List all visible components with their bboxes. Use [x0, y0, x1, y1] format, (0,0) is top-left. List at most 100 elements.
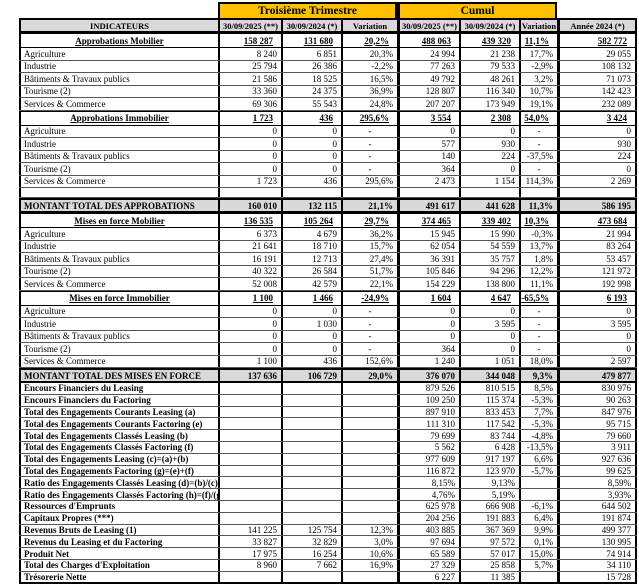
- fin-row: Revenus Bruts de Leasing (1) 141 225 125 7…: [19, 524, 637, 537]
- cell-cum-2024: 666 908: [459, 500, 519, 512]
- cell-cum-2024: 15 990: [459, 228, 519, 240]
- cell-cum-2025: 403 885: [397, 524, 459, 536]
- cell-q3-2025: 8 960: [218, 559, 281, 571]
- cell-q3-2024: 132 115: [281, 200, 341, 211]
- cell-cum-2024: 1 051: [459, 355, 519, 367]
- cell-annee-2024: 0: [557, 163, 637, 175]
- cell-annee-2024: 121 972: [557, 265, 637, 277]
- cell-cum-2024: 115 374: [459, 394, 519, 406]
- item-row: Services & Commerce 69 306 55 543 24,8% 207 …: [19, 98, 637, 111]
- cell-q3-2025: 0: [218, 330, 281, 342]
- cell-cum-2025: 62 054: [397, 240, 459, 252]
- cell-cum-2024: 0: [459, 343, 519, 355]
- cell-cum-2025: 374 465: [397, 214, 459, 227]
- cell-cum-2025: 140: [397, 150, 459, 162]
- cell-cum-variation: 3,2%: [519, 73, 557, 85]
- cell-q3-2025: 33 827: [218, 536, 281, 548]
- cell-cum-2024: 116 340: [459, 85, 519, 97]
- cell-cum-2024: 0: [459, 125, 519, 137]
- cell-q3-variation: [341, 500, 397, 512]
- cell-cum-variation: 114,3%: [519, 175, 557, 187]
- row-label: Total des Engagements Leasing (c)=(a)+(b…: [19, 453, 218, 465]
- cell-cum-2025: 36 391: [397, 253, 459, 265]
- cell-cum-variation: -: [519, 330, 557, 342]
- row-label: Services & Commerce: [19, 98, 218, 110]
- cell-q3-2024: [281, 441, 341, 453]
- cell-cum-2025: 577: [397, 138, 459, 150]
- cell-q3-2025: 0: [218, 150, 281, 162]
- cell-annee-2024: 130 995: [557, 536, 637, 548]
- cell-cum-variation: 8,5%: [519, 383, 557, 394]
- cell-q3-2025: 69 306: [218, 98, 281, 110]
- item-row: Services & Commerce 52 008 42 579 22,1% 154 …: [19, 278, 637, 291]
- row-label: Services & Commerce: [19, 175, 218, 187]
- cell-cum-2024: 173 949: [459, 98, 519, 110]
- cell-cum-2024: 441 628: [459, 200, 519, 211]
- cell-cum-variation: 6,4%: [519, 512, 557, 524]
- cell-cum-2025: 15 945: [397, 228, 459, 240]
- cell-q3-2025: 0: [218, 318, 281, 330]
- cell-cum-2025: [397, 188, 459, 197]
- cell-cum-variation: 13,7%: [519, 240, 557, 252]
- cell-q3-2024: 0: [281, 330, 341, 342]
- fin-row: Total des Engagements Courants Factoring…: [19, 418, 637, 431]
- cell-cum-2024: 191 883: [459, 512, 519, 524]
- cell-cum-2024: 3 595: [459, 318, 519, 330]
- total-row: MONTANT TOTAL DES APPROBATIONS 160 010 132…: [19, 198, 637, 213]
- cell-q3-2024: 0: [281, 343, 341, 355]
- cell-q3-variation: [341, 477, 397, 489]
- cell-q3-2024: [281, 430, 341, 441]
- cell-q3-2024: 18 710: [281, 240, 341, 252]
- fin-row: Ratio des Engagements Classés Leasing (d…: [19, 477, 637, 490]
- row-label: Encours Financiers du Leasing: [19, 383, 218, 394]
- cell-q3-2025: 1 100: [218, 355, 281, 367]
- cell-q3-variation: 27,4%: [341, 253, 397, 265]
- row-label: Bâtiments & Travaux publics: [19, 73, 218, 85]
- cell-cum-2024: 54 559: [459, 240, 519, 252]
- cell-cum-variation: -65,5%: [519, 291, 557, 305]
- cell-cum-variation: [519, 188, 557, 197]
- cell-cum-variation: 5,7%: [519, 559, 557, 571]
- cell-q3-variation: 15,7%: [341, 240, 397, 252]
- cell-q3-variation: 36,2%: [341, 228, 397, 240]
- cell-q3-2025: 0: [218, 163, 281, 175]
- column-header-q3-variation: Variation: [341, 20, 397, 31]
- cell-cum-2025: 977 609: [397, 453, 459, 465]
- cell-cum-variation: -: [519, 305, 557, 317]
- cell-q3-variation: [341, 465, 397, 477]
- item-row: Bâtiments & Travaux publics 16 191 12 713 2…: [19, 253, 637, 266]
- cell-q3-2024: 16 254: [281, 548, 341, 559]
- item-row: Agriculture 0 0-0 0-0: [19, 125, 637, 138]
- cell-cum-2024: 25 858: [459, 559, 519, 571]
- cell-q3-2025: [218, 441, 281, 453]
- row-label: Produit Net: [19, 548, 218, 559]
- cell-q3-variation: -24,9%: [341, 291, 397, 305]
- cell-cum-2024: 367 369: [459, 524, 519, 536]
- cell-q3-2025: 158 287: [218, 34, 281, 47]
- cell-q3-2025: 21 586: [218, 73, 281, 85]
- cell-cum-variation: -5,3%: [519, 394, 557, 406]
- cell-cum-2025: 24 994: [397, 48, 459, 60]
- cell-cum-2025: 3 554: [397, 111, 459, 125]
- cell-q3-variation: [341, 430, 397, 441]
- cell-annee-2024: 3,93%: [557, 489, 637, 500]
- item-row: Industrie 21 641 18 710 15,7% 62 054 54 559 13…: [19, 240, 637, 253]
- row-label: Agriculture: [19, 228, 218, 240]
- cell-q3-2025: [218, 512, 281, 524]
- cell-q3-2024: 26 584: [281, 265, 341, 277]
- cell-q3-variation: -2,2%: [341, 60, 397, 72]
- row-label: Approbations Mobilier: [19, 34, 218, 47]
- row-label: Services & Commerce: [19, 278, 218, 290]
- cell-q3-variation: 21,1%: [341, 200, 397, 211]
- cell-q3-2024: 26 386: [281, 60, 341, 72]
- cell-annee-2024: 2 597: [557, 355, 637, 367]
- cell-cum-2024: 439 320: [459, 34, 519, 47]
- fin-row: Total des Engagements Classés Leasing (b…: [19, 430, 637, 442]
- section-row: Approbations Immobilier 1 723 436 295,6% 3 5…: [19, 110, 637, 126]
- cell-cum-2025: 79 699: [397, 430, 459, 441]
- cell-annee-2024: 586 195: [557, 200, 637, 211]
- cell-q3-2025: 33 360: [218, 85, 281, 97]
- cell-cum-2025: 111 310: [397, 418, 459, 430]
- cell-annee-2024: 499 377: [557, 524, 637, 536]
- cell-annee-2024: 192 998: [557, 278, 637, 290]
